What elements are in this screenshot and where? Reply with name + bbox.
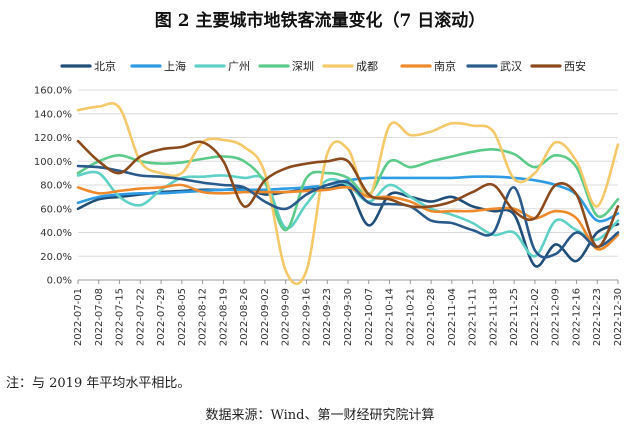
- legend-label: 上海: [164, 59, 186, 73]
- x-tick-label: 2022-11-11: [468, 288, 479, 346]
- y-tick-label: 160.0%: [34, 86, 72, 97]
- x-tick-label: 2022-12-30: [613, 288, 624, 346]
- x-tick-label: 2022-09-16: [301, 288, 312, 346]
- legend: 北京 上海 广州 深圳 成都 南京 武汉 西安: [60, 59, 586, 73]
- series-line-6: [76, 164, 620, 259]
- x-tick-label: 2022-12-23: [592, 288, 603, 346]
- x-tick-label: 2022-08-19: [218, 288, 229, 346]
- x-tick-label: 2022-11-25: [509, 288, 520, 346]
- y-tick-label: 60.0%: [40, 204, 72, 215]
- x-tick-label: 2022-07-01: [73, 288, 84, 346]
- x-tick-label: 2022-12-02: [530, 288, 541, 346]
- x-tick-label: 2022-09-02: [260, 288, 271, 346]
- x-tick-label: 2022-08-12: [198, 288, 209, 346]
- legend-label: 西安: [564, 59, 586, 73]
- y-axis: 0.0% 20.0% 40.0% 60.0% 80.0% 100.0% 120.0% 140.…: [34, 86, 72, 287]
- y-tick-label: 20.0%: [40, 252, 72, 263]
- x-axis: 2022-07-01 2022-07-08 2022-07-15 2022-07-22…: [73, 280, 624, 346]
- x-tick-label: 2022-09-30: [343, 288, 354, 346]
- x-tick-label: 2022-12-09: [551, 288, 562, 346]
- y-tick-label: 0.0%: [47, 276, 72, 287]
- y-tick-label: 140.0%: [34, 109, 72, 120]
- chart-note: 注：与 2019 年平均水平相比。: [6, 376, 191, 391]
- legend-label: 北京: [94, 59, 116, 73]
- chart-title: 图 2 主要城市地铁客流量变化（7 日滚动）: [154, 11, 486, 31]
- line-chart: 0.0% 20.0% 40.0% 60.0% 80.0% 100.0% 120.0% 140.…: [34, 59, 624, 346]
- legend-label: 深圳: [292, 60, 314, 73]
- x-tick-label: 2022-10-28: [426, 288, 437, 346]
- x-tick-label: 2022-11-04: [447, 288, 458, 346]
- y-tick-label: 120.0%: [34, 133, 72, 144]
- x-tick-label: 2022-09-23: [322, 288, 333, 346]
- y-tick-label: 100.0%: [34, 157, 72, 168]
- legend-label: 广州: [228, 60, 250, 73]
- series-line-4: [76, 102, 620, 286]
- legend-label: 武汉: [500, 60, 522, 73]
- series-line-7: [76, 139, 620, 249]
- legend-label: 成都: [356, 60, 378, 73]
- x-tick-label: 2022-07-15: [115, 288, 126, 346]
- legend-label: 南京: [434, 59, 456, 73]
- x-tick-label: 2022-08-26: [239, 288, 250, 346]
- data-source: 数据来源：Wind、第一财经研究院计算: [205, 408, 435, 423]
- x-tick-label: 2022-09-09: [281, 288, 292, 346]
- x-tick-label: 2022-08-05: [177, 288, 188, 346]
- y-tick-label: 40.0%: [40, 228, 72, 239]
- x-tick-label: 2022-07-22: [135, 288, 146, 346]
- x-tick-label: 2022-07-08: [94, 288, 105, 346]
- x-tick-label: 2022-10-07: [364, 288, 375, 346]
- x-tick-label: 2022-11-18: [488, 288, 499, 346]
- series-lines: [76, 102, 620, 286]
- x-tick-label: 2022-10-21: [405, 288, 416, 346]
- x-tick-label: 2022-10-14: [385, 288, 396, 346]
- y-tick-label: 80.0%: [40, 181, 72, 192]
- series-line-5: [76, 183, 620, 251]
- x-tick-label: 2022-12-16: [571, 288, 582, 346]
- x-tick-label: 2022-07-29: [156, 288, 167, 346]
- series-line-3: [76, 148, 620, 232]
